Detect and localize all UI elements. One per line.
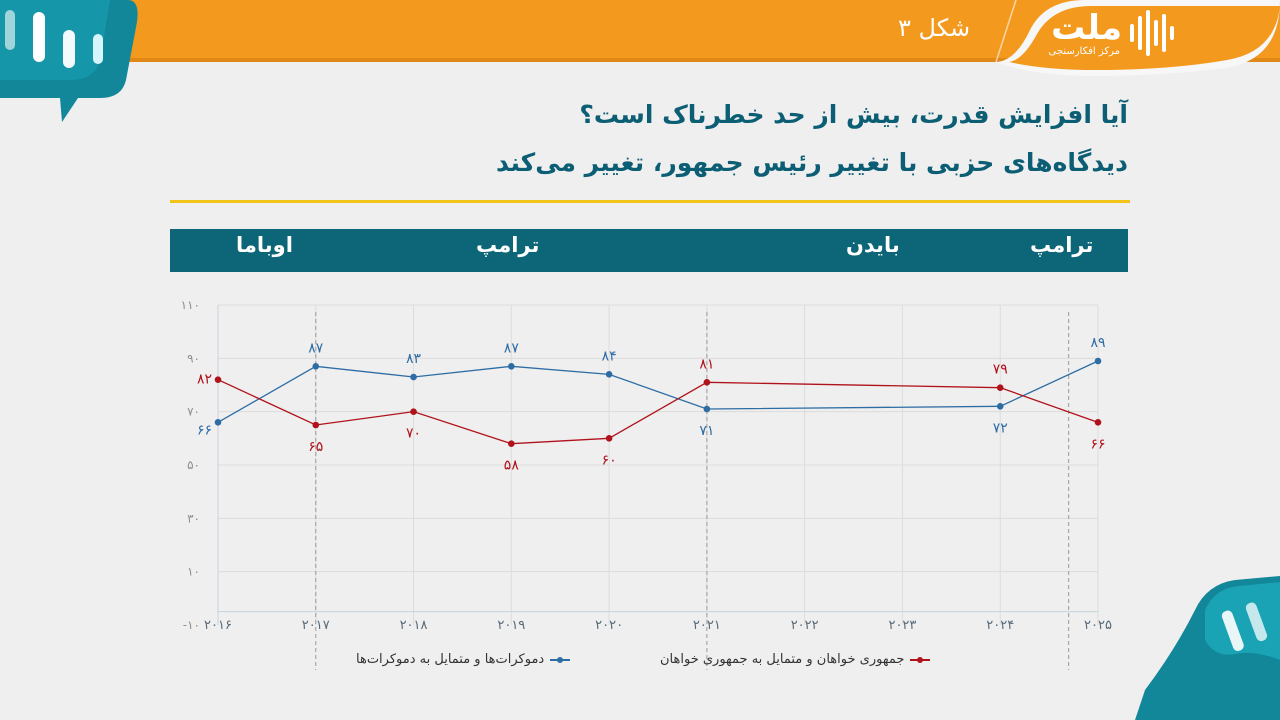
y-tick-label: ۱۰ [187, 565, 200, 579]
x-tick-label: ۲۰۲۳ [888, 618, 916, 633]
x-tick-label: ۲۰۲۴ [986, 618, 1014, 633]
data-label: ۸۷ [504, 340, 520, 356]
x-tick-label: ۲۰۱۷ [302, 618, 330, 633]
x-tick-label: ۲۰۲۰ [595, 618, 623, 633]
era-label-obama: اوباما [236, 233, 293, 257]
x-tick-label: ۲۰۱۹ [497, 618, 525, 633]
legend-item-republicans: جمهوری خواهان و متمایل به جمهوری خواهان [660, 652, 931, 667]
data-label: ۷۲ [993, 420, 1008, 436]
data-point [508, 363, 515, 370]
legend-label-republicans: جمهوری خواهان و متمایل به جمهوری خواهان [660, 652, 905, 667]
x-tick-label: ۲۰۱۶ [204, 618, 232, 633]
data-label: ۷۰ [406, 426, 421, 442]
y-tick-label: ۷۰ [187, 405, 200, 419]
legend-marker-democrats [550, 655, 571, 665]
data-point [703, 379, 711, 386]
data-label: ۸۲ [197, 372, 212, 388]
x-tick-label: ۲۰۲۵ [1084, 618, 1112, 633]
data-point [1094, 357, 1102, 365]
chart-subtitle: دیدگاه‌های حزبی با تغییر رئیس جمهور، تغی… [496, 148, 1128, 177]
era-label-trump-second: ترامپ [1030, 233, 1094, 257]
header-divider [995, 0, 1017, 62]
data-point [703, 405, 711, 413]
data-point [996, 384, 1004, 391]
data-point [1094, 419, 1102, 426]
data-label: ۸۷ [308, 340, 324, 356]
data-label: ۶۶ [1090, 436, 1105, 452]
figure-label: شکل ۳ [898, 14, 971, 42]
data-point [410, 373, 417, 381]
era-label-trump-first: ترامپ [476, 233, 540, 257]
data-point [508, 440, 515, 447]
legend-item-democrats: دموکرات‌ها و متمایل به دموکرات‌ها [356, 652, 571, 667]
x-tick-label: ۲۰۲۲ [791, 618, 819, 633]
era-label-biden: بایدن [846, 233, 900, 257]
speech-bubble-icon [0, 0, 138, 122]
data-point [214, 376, 222, 383]
legend-marker-republicans [910, 655, 931, 665]
y-tick-label: ۹۰ [187, 351, 200, 365]
brand-wordmark: ملت [1051, 8, 1123, 48]
data-label: ۶۰ [602, 452, 617, 468]
data-point [605, 435, 613, 442]
chart-title: آیا افزایش قدرت، بیش از حد خطرناک است؟ [579, 100, 1128, 129]
title-divider [170, 200, 1130, 203]
data-point [410, 408, 417, 415]
data-point [214, 419, 222, 426]
speech-bubble-icon [1135, 576, 1280, 720]
y-tick-label: ۵۰ [187, 458, 200, 472]
brand-logo: ملت مرکز افکارسنجی [1026, 8, 1130, 58]
x-tick-label: ۲۰۲۱ [693, 618, 721, 633]
data-label: ۶۵ [308, 439, 323, 455]
data-point [996, 403, 1004, 410]
data-point [312, 421, 320, 429]
data-label: ۸۱ [699, 356, 714, 372]
data-label: ۷۹ [993, 362, 1008, 378]
series-line-republicans [217, 379, 1099, 445]
data-label: ۸۳ [406, 351, 422, 367]
data-label: ۸۹ [1090, 335, 1105, 351]
presidency-band: اوباما ترامپ بایدن ترامپ [170, 229, 1128, 272]
header-shadow [0, 58, 1280, 62]
y-tick-label: ۳۰ [187, 511, 200, 525]
soundwave-logo-icon [1130, 10, 1174, 56]
data-label: ۸۴ [602, 348, 617, 364]
data-label: ۵۸ [504, 458, 520, 474]
data-point [605, 371, 613, 378]
logo-panel [995, 0, 1280, 76]
data-label: ۷۱ [699, 423, 714, 439]
y-tick-label: -۱۰ [183, 618, 200, 632]
x-tick-label: ۲۰۱۸ [400, 618, 428, 633]
data-label: ۶۶ [197, 422, 212, 438]
y-tick-label: ۱۱۰ [181, 298, 200, 312]
legend-label-democrats: دموکرات‌ها و متمایل به دموکرات‌ها [356, 652, 545, 667]
data-point [312, 363, 320, 370]
brand-tagline: مرکز افکارسنجی [1048, 46, 1120, 57]
series-line-democrats [217, 360, 1099, 423]
